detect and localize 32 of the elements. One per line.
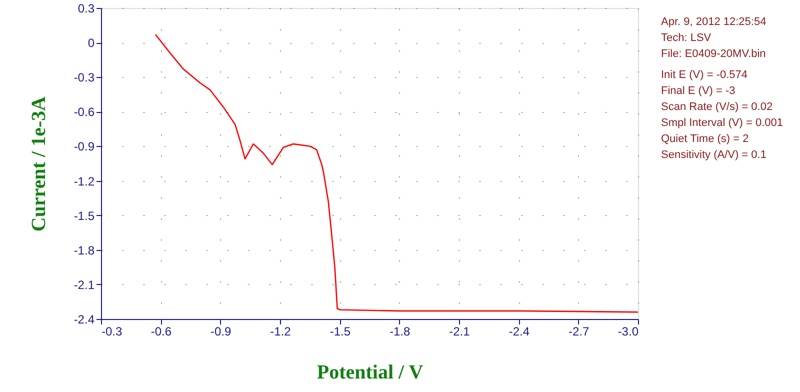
text: Sensitivity (A/V) = 0.1 [661, 149, 766, 161]
text: Tech: LSV [661, 32, 712, 44]
text: Apr. 9, 2012 12:25:54 [661, 16, 766, 28]
x-tick-label: -2.7 [568, 324, 590, 338]
x-tick-label: -3.0 [618, 324, 639, 338]
line-series [154, 34, 639, 313]
y-axis-title: Current / 1e-3A [28, 96, 50, 232]
x-tick-label: -2.4 [508, 324, 530, 338]
x-tick-label: -1.5 [330, 324, 351, 338]
x-tick-label: -2.1 [449, 324, 470, 338]
y-tick-label: -1.5 [74, 208, 95, 223]
x-axis-title: Potential / V [316, 362, 424, 384]
x-tick-label: -1.8 [389, 324, 410, 338]
x-tick-label: -1.2 [270, 324, 292, 338]
text: Scan Rate (V/s) = 0.02 [661, 101, 773, 113]
text: Quiet Time (s) = 2 [661, 133, 749, 145]
text: Smpl Interval (V) = 0.001 [661, 117, 783, 129]
x-tick-label: -0.9 [210, 324, 232, 338]
y-tick-label: -0.9 [74, 140, 95, 154]
y-tick-label: -1.2 [74, 174, 95, 188]
x-tick-label: -0.6 [150, 324, 172, 338]
x-tick-label: -0.3 [102, 324, 123, 338]
text: File: E0409-20MV.bin [661, 48, 766, 60]
y-tick-label: -2.1 [74, 278, 95, 292]
y-tick-label: -1.8 [74, 243, 95, 258]
text: Init E (V) = -0.574 [661, 69, 748, 81]
y-tick-label: -2.4 [74, 312, 95, 326]
text: Final E (V) = -3 [661, 85, 736, 97]
y-tick-label: 0 [88, 36, 95, 50]
y-tick-label: -0.3 [74, 70, 95, 85]
y-tick-label: 0.3 [78, 2, 95, 16]
y-tick-label: -0.6 [74, 105, 95, 120]
